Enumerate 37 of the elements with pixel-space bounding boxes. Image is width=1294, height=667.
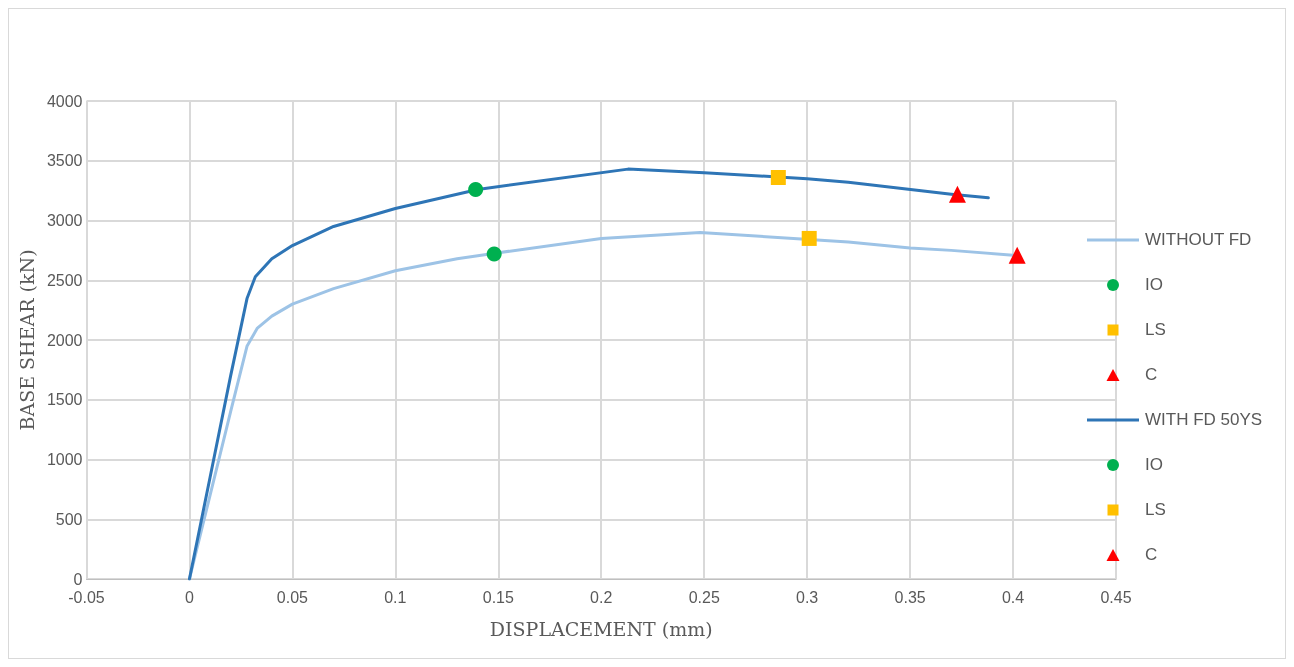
legend-label: WITH FD 50YS [1145, 409, 1263, 430]
y-tick-label: 1000 [46, 451, 83, 468]
point [468, 181, 484, 197]
x-axis-title: DISPLACEMENT (mm) [489, 617, 713, 640]
x-tick-label: 0.45 [1100, 588, 1132, 606]
y-tick-label: 4000 [46, 92, 83, 110]
y-tick-label: 2000 [46, 331, 83, 349]
x-tick-label: 0.3 [796, 588, 819, 606]
x-tick-label: 0.4 [1001, 588, 1025, 606]
x-tick-label: 0.1 [384, 588, 407, 606]
line-series [187, 167, 990, 581]
x-tick-label: 0 [184, 588, 194, 606]
point [1008, 246, 1026, 264]
point [801, 230, 817, 246]
x-tick-label: 0.35 [894, 588, 926, 606]
point [948, 185, 966, 203]
x-tick-label: 0.05 [276, 588, 309, 606]
point [770, 169, 786, 185]
x-tick-label: 0.15 [482, 588, 514, 606]
legend-label: C [1145, 544, 1158, 565]
y-tick-label: 1500 [46, 391, 83, 409]
legend-label: WITHOUT FD [1145, 229, 1252, 250]
y-tick-label: 2500 [46, 271, 83, 289]
legend-label: C [1145, 364, 1158, 385]
x-tick-label: 0.2 [590, 588, 613, 606]
y-tick-label: 3500 [46, 152, 83, 170]
legend-label: LS [1145, 499, 1166, 520]
x-tick-label: 0.25 [688, 588, 720, 606]
legend-label: IO [1145, 454, 1163, 475]
legend-label: IO [1145, 274, 1163, 295]
y-axis-title: BASE SHEAR (kN) [15, 249, 38, 431]
legend-label: LS [1145, 319, 1166, 340]
point [486, 246, 502, 262]
y-tick-label: 0 [73, 570, 83, 588]
x-tick-label: -0.05 [68, 588, 105, 606]
y-tick-label: 3000 [46, 212, 83, 229]
y-tick-label: 500 [55, 510, 83, 528]
